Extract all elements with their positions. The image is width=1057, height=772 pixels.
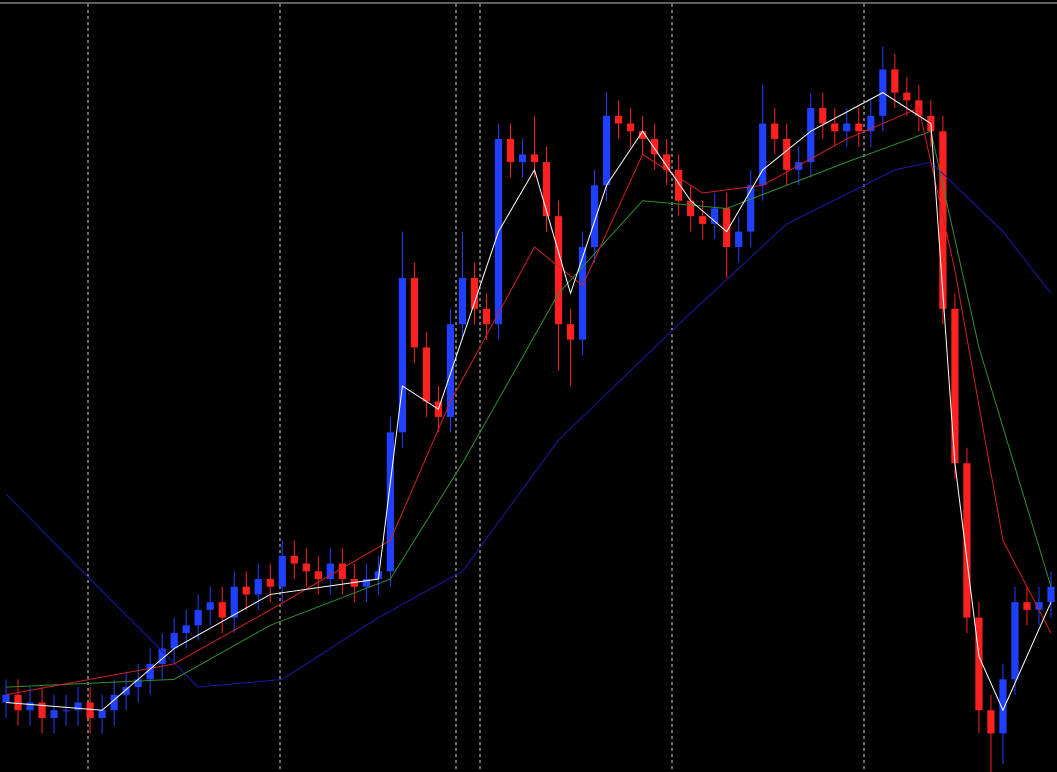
candle-body (158, 648, 166, 664)
candle-body (578, 247, 587, 340)
candle-body (903, 92, 911, 101)
candle-body (747, 185, 755, 232)
candle-body (951, 308, 959, 464)
candle-body (590, 185, 599, 248)
candle-body (542, 162, 551, 217)
candle-body (687, 200, 695, 217)
candle-body (891, 69, 899, 93)
candle-body (386, 432, 394, 572)
candle-body (831, 123, 839, 132)
candle-body (62, 710, 70, 712)
candle-body (230, 586, 238, 618)
candle-body (422, 347, 431, 402)
candle-body (783, 138, 791, 170)
moving-average-line (5, 107, 1052, 696)
candle-body (602, 115, 611, 186)
candle-body (38, 702, 46, 718)
candle-body (2, 694, 10, 703)
candle-body (278, 555, 286, 587)
candle-body (86, 702, 94, 718)
candle-body (1035, 602, 1043, 610)
candle-body (482, 308, 491, 325)
candle-body (999, 679, 1007, 734)
candle-body (614, 115, 623, 124)
candle-body (110, 694, 118, 711)
candle-body (711, 208, 719, 224)
candle-body (290, 555, 298, 564)
candle-body (410, 277, 418, 348)
candle-body (170, 633, 178, 649)
candle-body (74, 702, 82, 711)
candle-body (398, 277, 406, 433)
candle-body (867, 115, 875, 132)
candle-body (1023, 602, 1031, 610)
candle-body (146, 663, 154, 680)
candle-body (458, 277, 467, 325)
candle-body (326, 563, 334, 579)
candle-body (975, 617, 983, 711)
candle-body (50, 710, 58, 718)
candle-body (626, 123, 635, 132)
candle-body (98, 710, 106, 718)
candle-body (518, 154, 527, 163)
candle-body (735, 231, 743, 248)
candle-body (122, 687, 130, 695)
candle-body (206, 602, 214, 610)
candle-body (554, 216, 563, 325)
candle-body (338, 563, 346, 579)
candle-body (242, 586, 250, 595)
candle-body (807, 108, 815, 163)
candle-body (963, 463, 971, 618)
candle-body (651, 138, 659, 155)
candle-body (470, 277, 479, 309)
candle-body (134, 679, 142, 688)
candle-body (14, 694, 22, 711)
candle-body (194, 609, 202, 626)
candle-body (699, 216, 707, 224)
candle-body (566, 324, 575, 340)
candle-body (182, 625, 190, 634)
candle-body (218, 602, 226, 618)
candle-body (939, 131, 947, 309)
candle-body (843, 123, 851, 132)
candle-body (1011, 602, 1019, 680)
candle-body (266, 579, 274, 587)
candle-body (855, 123, 863, 132)
candle-body (506, 138, 515, 163)
moving-average-line (5, 92, 1052, 712)
candle-body (302, 563, 310, 572)
candle-body (362, 579, 370, 587)
candle-body (639, 131, 647, 139)
candle-body (530, 154, 539, 163)
candle-body (1047, 586, 1055, 603)
candle-body (675, 169, 683, 201)
candle-body (819, 108, 827, 124)
candle-body (446, 324, 455, 417)
candle-body (254, 579, 262, 595)
candle-body (987, 710, 995, 734)
candle-body (759, 123, 767, 186)
candle-body (663, 154, 671, 170)
candle-body (26, 702, 34, 711)
candle-body (771, 123, 779, 139)
candle-body (723, 208, 731, 248)
candle-body (314, 571, 322, 579)
